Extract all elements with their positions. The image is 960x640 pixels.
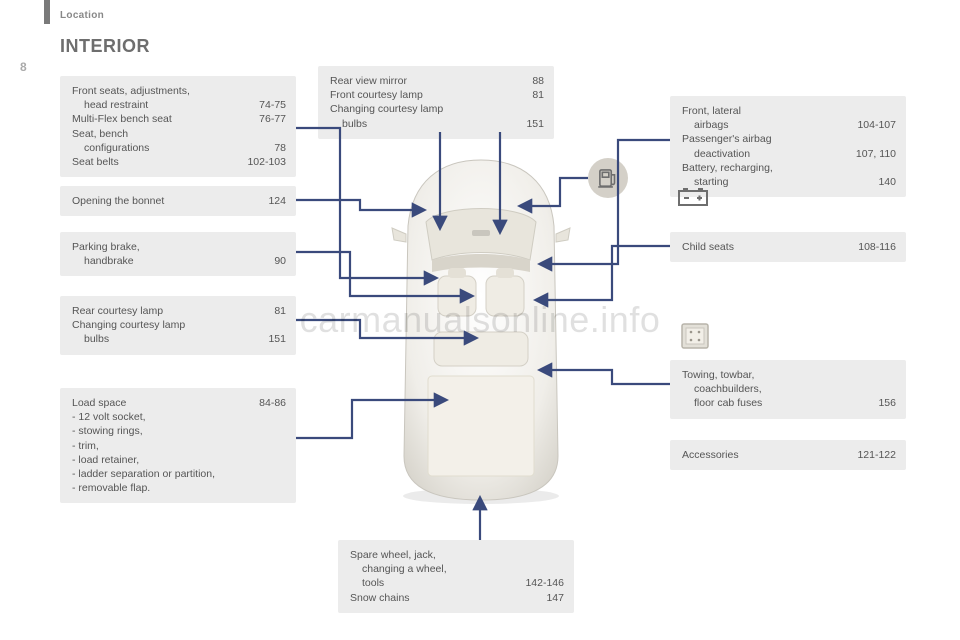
box-mirror-courtesy: Rear view mirror 88 Front courtesy lamp 81… bbox=[318, 66, 554, 139]
bullet-list: 12 volt socket, stowing rings, trim, loa… bbox=[72, 410, 286, 495]
label: handbrake bbox=[72, 254, 230, 268]
battery-icon bbox=[678, 186, 708, 206]
bullet: stowing rings, bbox=[72, 424, 286, 438]
box-accessories: Accessories 121-122 bbox=[670, 440, 906, 470]
box-front-seats: Front seats, adjustments, head restraint… bbox=[60, 76, 296, 177]
page-ref: 156 bbox=[848, 396, 896, 410]
label: head restraint bbox=[72, 98, 230, 112]
box-child-seats: Child seats 108-116 bbox=[670, 232, 906, 262]
page-ref: 121-122 bbox=[848, 448, 896, 462]
label: Opening the bonnet bbox=[72, 194, 230, 208]
label: bulbs bbox=[330, 117, 488, 131]
label: Changing courtesy lamp bbox=[330, 102, 544, 116]
bullet: removable flap. bbox=[72, 481, 286, 495]
label: configurations bbox=[72, 141, 230, 155]
label: Front, lateral bbox=[682, 104, 896, 118]
label: deactivation bbox=[682, 147, 840, 161]
label: Rear view mirror bbox=[330, 74, 488, 88]
page-ref: 104-107 bbox=[848, 118, 896, 132]
page-ref: 81 bbox=[496, 88, 544, 102]
bullet: load retainer, bbox=[72, 453, 286, 467]
page-ref: 142-146 bbox=[516, 576, 564, 590]
box-towing: Towing, towbar, coachbuilders, floor cab… bbox=[670, 360, 906, 419]
side-tab bbox=[44, 0, 50, 24]
page-ref: 151 bbox=[496, 117, 544, 131]
label: Parking brake, bbox=[72, 240, 286, 254]
label: Seat belts bbox=[72, 155, 230, 169]
label: changing a wheel, bbox=[350, 562, 564, 576]
label: Front courtesy lamp bbox=[330, 88, 488, 102]
manual-page: Location 8 INTERIOR Front seats, adjustm… bbox=[0, 0, 960, 640]
label: Child seats bbox=[682, 240, 840, 254]
page-ref: 107, 110 bbox=[848, 147, 896, 161]
label: Snow chains bbox=[350, 591, 508, 605]
label: Accessories bbox=[682, 448, 840, 462]
watermark: carmanualsonline.info bbox=[0, 299, 960, 341]
label: Load space bbox=[72, 396, 230, 410]
page-ref: 76-77 bbox=[238, 112, 286, 126]
label: floor cab fuses bbox=[682, 396, 840, 410]
page-ref: 108-116 bbox=[848, 240, 896, 254]
page-title: INTERIOR bbox=[60, 36, 150, 57]
bullet: trim, bbox=[72, 439, 286, 453]
page-ref: 147 bbox=[516, 591, 564, 605]
box-parking-brake: Parking brake, handbrake 90 bbox=[60, 232, 296, 276]
label: Multi-Flex bench seat bbox=[72, 112, 230, 126]
page-number: 8 bbox=[20, 60, 27, 74]
page-ref: 124 bbox=[238, 194, 286, 208]
box-load-space: Load space 84-86 12 volt socket, stowing … bbox=[60, 388, 296, 503]
bullet: 12 volt socket, bbox=[72, 410, 286, 424]
label: Battery, recharging, bbox=[682, 161, 896, 175]
fuel-pump-icon bbox=[588, 158, 628, 198]
label: Front seats, adjustments, bbox=[72, 84, 286, 98]
page-ref: 74-75 bbox=[238, 98, 286, 112]
label: Seat, bench bbox=[72, 127, 286, 141]
page-ref: 88 bbox=[496, 74, 544, 88]
page-ref: 78 bbox=[238, 141, 286, 155]
page-ref: 140 bbox=[848, 175, 896, 189]
page-ref: 102-103 bbox=[238, 155, 286, 169]
label: Spare wheel, jack, bbox=[350, 548, 564, 562]
label: airbags bbox=[682, 118, 840, 132]
box-bonnet: Opening the bonnet 124 bbox=[60, 186, 296, 216]
page-ref: 84-86 bbox=[238, 396, 286, 410]
page-ref: 90 bbox=[238, 254, 286, 268]
label: Towing, towbar, bbox=[682, 368, 896, 382]
label: tools bbox=[350, 576, 508, 590]
label: Passenger's airbag bbox=[682, 132, 896, 146]
bullet: ladder separation or partition, bbox=[72, 467, 286, 481]
box-airbags: Front, lateral airbags 104-107 Passenger'… bbox=[670, 96, 906, 197]
label: coachbuilders, bbox=[682, 382, 896, 396]
box-spare-wheel: Spare wheel, jack, changing a wheel, too… bbox=[338, 540, 574, 613]
section-label: Location bbox=[60, 10, 104, 21]
